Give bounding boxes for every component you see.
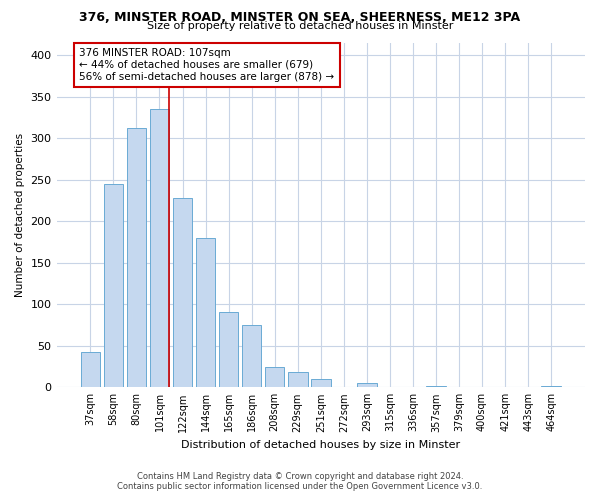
Bar: [311, 379, 331, 388]
Bar: [288, 372, 308, 388]
Bar: [219, 312, 238, 388]
Bar: [242, 325, 262, 388]
Y-axis label: Number of detached properties: Number of detached properties: [15, 133, 25, 297]
Bar: [265, 366, 284, 388]
Bar: [127, 128, 146, 388]
Text: Size of property relative to detached houses in Minster: Size of property relative to detached ho…: [147, 21, 453, 31]
X-axis label: Distribution of detached houses by size in Minster: Distribution of detached houses by size …: [181, 440, 460, 450]
Bar: [426, 386, 446, 388]
Text: 376, MINSTER ROAD, MINSTER ON SEA, SHEERNESS, ME12 3PA: 376, MINSTER ROAD, MINSTER ON SEA, SHEER…: [79, 11, 521, 24]
Bar: [357, 383, 377, 388]
Bar: [80, 352, 100, 388]
Bar: [149, 109, 169, 388]
Text: 376 MINSTER ROAD: 107sqm
← 44% of detached houses are smaller (679)
56% of semi-: 376 MINSTER ROAD: 107sqm ← 44% of detach…: [79, 48, 334, 82]
Bar: [104, 184, 123, 388]
Text: Contains HM Land Registry data © Crown copyright and database right 2024.
Contai: Contains HM Land Registry data © Crown c…: [118, 472, 482, 491]
Bar: [173, 198, 193, 388]
Bar: [541, 386, 561, 388]
Bar: [196, 238, 215, 388]
